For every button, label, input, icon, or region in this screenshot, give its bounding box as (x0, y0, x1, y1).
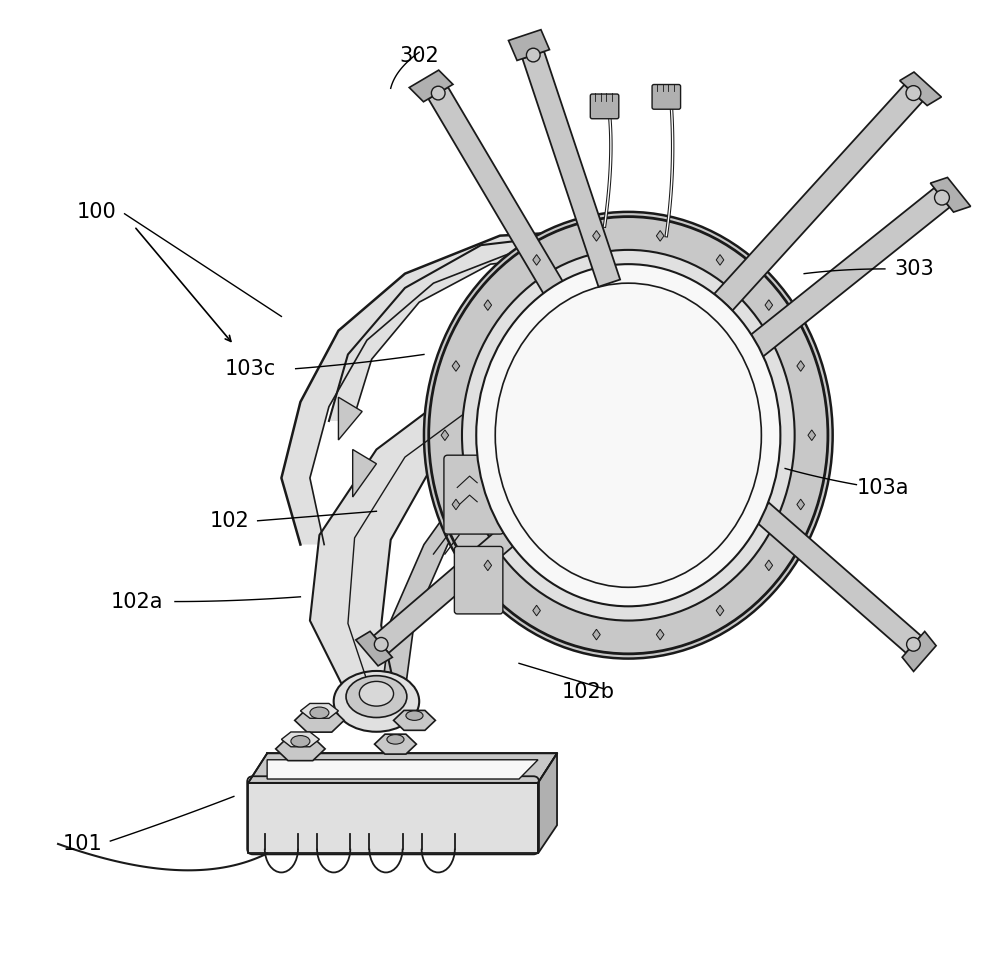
Text: 103a: 103a (856, 477, 909, 497)
Polygon shape (276, 737, 325, 761)
Ellipse shape (476, 264, 780, 606)
Polygon shape (300, 704, 338, 718)
Polygon shape (716, 605, 724, 616)
Text: 100: 100 (77, 202, 117, 222)
Polygon shape (329, 235, 633, 421)
Circle shape (935, 190, 949, 205)
Ellipse shape (346, 676, 407, 718)
Polygon shape (484, 300, 492, 311)
FancyBboxPatch shape (454, 547, 503, 614)
Polygon shape (356, 631, 392, 666)
Polygon shape (656, 230, 664, 241)
Text: 302: 302 (399, 46, 439, 66)
Polygon shape (281, 231, 652, 545)
Polygon shape (593, 629, 600, 640)
Polygon shape (248, 753, 557, 783)
Ellipse shape (406, 711, 423, 721)
Text: 102: 102 (210, 511, 250, 531)
Polygon shape (428, 87, 572, 308)
FancyBboxPatch shape (652, 84, 681, 109)
Text: 102a: 102a (110, 592, 163, 612)
Polygon shape (248, 783, 538, 854)
Polygon shape (409, 70, 453, 101)
Polygon shape (744, 188, 950, 359)
Polygon shape (930, 178, 971, 212)
Polygon shape (797, 499, 804, 510)
Polygon shape (441, 430, 449, 441)
Circle shape (906, 86, 921, 100)
Polygon shape (765, 560, 773, 571)
Polygon shape (765, 300, 773, 311)
Polygon shape (484, 560, 492, 571)
Polygon shape (593, 230, 600, 241)
Text: 102b: 102b (562, 682, 615, 702)
Polygon shape (452, 360, 460, 371)
Polygon shape (533, 605, 540, 616)
Polygon shape (533, 254, 540, 265)
Ellipse shape (291, 735, 310, 747)
Polygon shape (281, 732, 319, 747)
Polygon shape (267, 760, 538, 779)
Polygon shape (338, 397, 362, 440)
Polygon shape (310, 359, 562, 697)
Polygon shape (538, 753, 557, 854)
Polygon shape (452, 499, 460, 510)
Polygon shape (375, 734, 416, 754)
Ellipse shape (359, 682, 394, 706)
FancyBboxPatch shape (444, 455, 504, 534)
Ellipse shape (462, 250, 795, 620)
Polygon shape (754, 503, 921, 653)
Polygon shape (295, 708, 344, 732)
Polygon shape (394, 710, 435, 730)
Polygon shape (374, 522, 522, 653)
Polygon shape (900, 72, 941, 105)
Polygon shape (714, 85, 923, 311)
Circle shape (526, 48, 540, 62)
Ellipse shape (310, 707, 329, 719)
Text: 101: 101 (63, 834, 103, 854)
Circle shape (907, 638, 920, 651)
Polygon shape (381, 478, 490, 697)
Polygon shape (716, 254, 724, 265)
Circle shape (431, 86, 445, 100)
Polygon shape (353, 449, 376, 497)
Circle shape (374, 638, 388, 651)
Text: 303: 303 (894, 259, 934, 279)
Polygon shape (902, 632, 936, 671)
Polygon shape (797, 360, 804, 371)
Text: 103c: 103c (224, 358, 276, 379)
Polygon shape (808, 430, 816, 441)
Ellipse shape (387, 734, 404, 744)
Polygon shape (522, 52, 620, 287)
Ellipse shape (334, 671, 419, 731)
Polygon shape (656, 629, 664, 640)
Ellipse shape (424, 212, 833, 659)
FancyBboxPatch shape (590, 94, 619, 119)
Polygon shape (508, 30, 549, 60)
